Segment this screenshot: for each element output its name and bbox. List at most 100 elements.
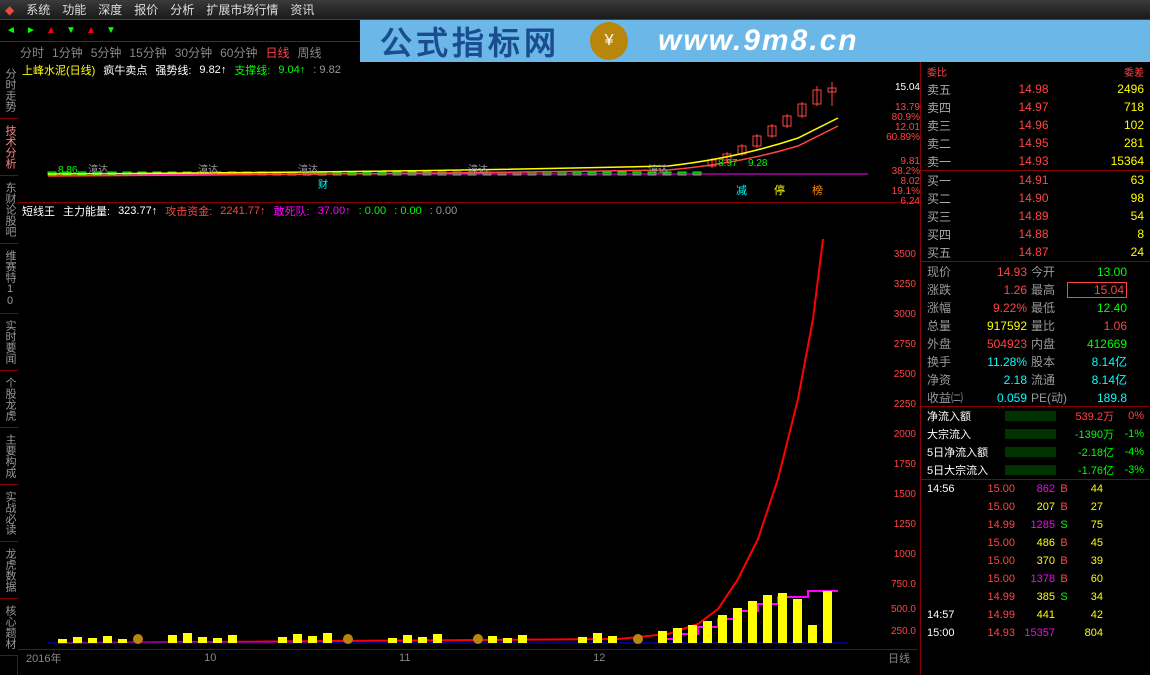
left-sidebar: 分时走势技术分析东财论股吧维赛特10实时要闻个股龙虎主要构成实战必读龙虎数据核心… [0, 62, 18, 675]
orderbook-row: 买三14.8954 [921, 207, 1150, 225]
tick-row: 14:5615.00862B44 [921, 480, 1150, 498]
sidebar-tab[interactable]: 实战必读 [0, 485, 20, 542]
sidebar-tab[interactable]: 龙虎数据 [0, 542, 20, 599]
stat-row: 收益㈡0.059PE(动)189.8 [921, 388, 1150, 406]
sidebar-tab[interactable]: 技术分析 [0, 119, 20, 176]
banner-url: www.9m8.cn [658, 24, 859, 58]
xaxis-m2: 11 [399, 652, 410, 664]
ind3-val: 37.00↑ [318, 205, 351, 217]
orderbook-row: 买四14.888 [921, 225, 1150, 243]
menu-item[interactable]: 深度 [98, 1, 122, 18]
indicator-name-1: 疯牛卖点 [103, 62, 147, 78]
tick-row: 15.00207B27 [921, 498, 1150, 516]
svg-text:财: 财 [318, 178, 328, 191]
tick-row: 15.00370B39 [921, 552, 1150, 570]
stat-row: 换手11.28%股本8.14亿 [921, 352, 1150, 370]
flow-row: 大宗流入-1390万-1% [921, 425, 1150, 443]
tick-row: 15.00486B45 [921, 534, 1150, 552]
indicator-yaxis: 3500325030002750250022502000175015001250… [876, 219, 916, 649]
timeframe-tab[interactable]: 60分钟 [220, 44, 257, 61]
tick-row: 15:0014.9315357804 [921, 624, 1150, 642]
sidebar-tab[interactable]: 实时要闻 [0, 314, 20, 371]
orderbook-row: 卖五14.982496 [921, 80, 1150, 98]
ind1-val: 323.77↑ [118, 205, 157, 217]
svg-text:漳达: 漳达 [198, 163, 218, 176]
xaxis-label: 日线 [888, 650, 910, 666]
menu-item[interactable]: 报价 [134, 1, 158, 18]
sidebar-tab[interactable]: 东财论股吧 [0, 176, 20, 244]
candle-chart[interactable]: 8.86漳达漳达漳达财漳达漳达8.979.28 减 停 榜 15.0413.79… [18, 78, 918, 203]
ind1-label: 主力能量: [63, 203, 110, 219]
sidebar-tab[interactable]: 个股龙虎 [0, 371, 20, 428]
top-row: 委比委差 [921, 62, 1150, 80]
jian-label: 减 [736, 184, 747, 197]
svg-text:漳达: 漳达 [298, 163, 318, 176]
up-red2-icon[interactable]: ▲ [82, 22, 100, 40]
menu-item[interactable]: 扩展市场行情 [206, 1, 278, 18]
menu-item[interactable]: 功能 [62, 1, 86, 18]
svg-text:漳达: 漳达 [468, 163, 488, 176]
svg-text:8.97: 8.97 [718, 158, 738, 169]
tick-row: 14.991285S75 [921, 516, 1150, 534]
ind5: : 0.00 [394, 205, 422, 217]
timeframe-tab[interactable]: 15分钟 [129, 44, 166, 61]
indicator-chart[interactable]: 3500325030002750250022502000175015001250… [18, 219, 918, 649]
up-red-icon[interactable]: ▲ [42, 22, 60, 40]
flow-row: 5日净流入额-2.18亿-4% [921, 443, 1150, 461]
stat-row: 总量917592量比1.06 [921, 316, 1150, 334]
stat-row: 净资2.18流通8.14亿 [921, 370, 1150, 388]
strong-line-val: 9.82↑ [199, 64, 226, 76]
banner-title: 公式指标网 [380, 18, 560, 64]
money-bag-icon [133, 634, 143, 644]
x-axis: 2016年 10 11 12 日线 [18, 649, 918, 665]
ting-label: 停 [774, 183, 785, 197]
menu-item[interactable]: 分析 [170, 1, 194, 18]
support-line-label: 支撑线: [234, 62, 270, 78]
stat-row: 涨幅9.22%最低12.40 [921, 298, 1150, 316]
menu-item[interactable]: 系统 [26, 1, 50, 18]
timeframe-tab[interactable]: 周线 [297, 44, 321, 61]
chart-header: 上峰水泥(日线) 疯牛卖点 强势线: 9.82↑ 支撑线: 9.04↑ : 9.… [18, 62, 918, 78]
red-energy-line [58, 239, 823, 643]
orderbook-row: 买五14.8724 [921, 243, 1150, 261]
ind-name: 短线王 [22, 203, 55, 219]
quote-panel: 委比委差 卖五14.982496卖四14.97718卖三14.96102卖二14… [920, 62, 1150, 675]
candle-yaxis: 15.0413.7980.9%12.0160.89%9.8138.2%8.021… [880, 78, 920, 202]
val4: : 9.82 [313, 64, 341, 76]
main-chart-area: 上峰水泥(日线) 疯牛卖点 强势线: 9.82↑ 支撑线: 9.04↑ : 9.… [18, 62, 918, 675]
bang-label: 榜 [812, 183, 823, 197]
svg-text:漳达: 漳达 [648, 163, 668, 176]
sidebar-tab[interactable]: 核心题材 [0, 599, 20, 656]
stat-row: 现价14.93今开13.00 [921, 262, 1150, 280]
menu-item[interactable]: 资讯 [290, 1, 314, 18]
orderbook-row: 卖四14.97718 [921, 98, 1150, 116]
strong-line-label: 强势线: [155, 62, 191, 78]
timeframe-tab[interactable]: 30分钟 [175, 44, 212, 61]
orderbook-row: 卖三14.96102 [921, 116, 1150, 134]
tick-row: 15.001378B60 [921, 570, 1150, 588]
back-icon[interactable]: ◄ [2, 22, 20, 40]
sidebar-tab[interactable]: 分时走势 [0, 62, 20, 119]
sidebar-tab[interactable]: 维赛特10 [0, 244, 20, 314]
tick-row: 14:5714.9944142 [921, 606, 1150, 624]
orderbook-row: 卖二14.95281 [921, 134, 1150, 152]
xaxis-year: 2016年 [26, 650, 61, 666]
orderbook-row: 买二14.9098 [921, 189, 1150, 207]
stat-row: 外盘504923内盘412669 [921, 334, 1150, 352]
tick-row: 14.99385S34 [921, 588, 1150, 606]
stat-row: 涨跌1.26最高15.04 [921, 280, 1150, 298]
timeframe-tab[interactable]: 日线 [265, 44, 289, 61]
money-bag-icon [343, 634, 353, 644]
timeframe-tab[interactable]: 1分钟 [52, 44, 83, 61]
money-bag-icon [473, 634, 483, 644]
fwd-icon[interactable]: ► [22, 22, 40, 40]
money-bag-icon [633, 634, 643, 644]
svg-text:漳达: 漳达 [88, 163, 108, 176]
menubar: ◆ 系统功能深度报价分析扩展市场行情资讯 [0, 0, 1150, 20]
sidebar-tab[interactable]: 主要构成 [0, 428, 20, 485]
down-green2-icon[interactable]: ▼ [102, 22, 120, 40]
down-green-icon[interactable]: ▼ [62, 22, 80, 40]
timeframe-tab[interactable]: 5分钟 [91, 44, 122, 61]
ind3-label: 敢死队: [274, 203, 310, 219]
timeframe-tab[interactable]: 分时 [20, 44, 44, 61]
